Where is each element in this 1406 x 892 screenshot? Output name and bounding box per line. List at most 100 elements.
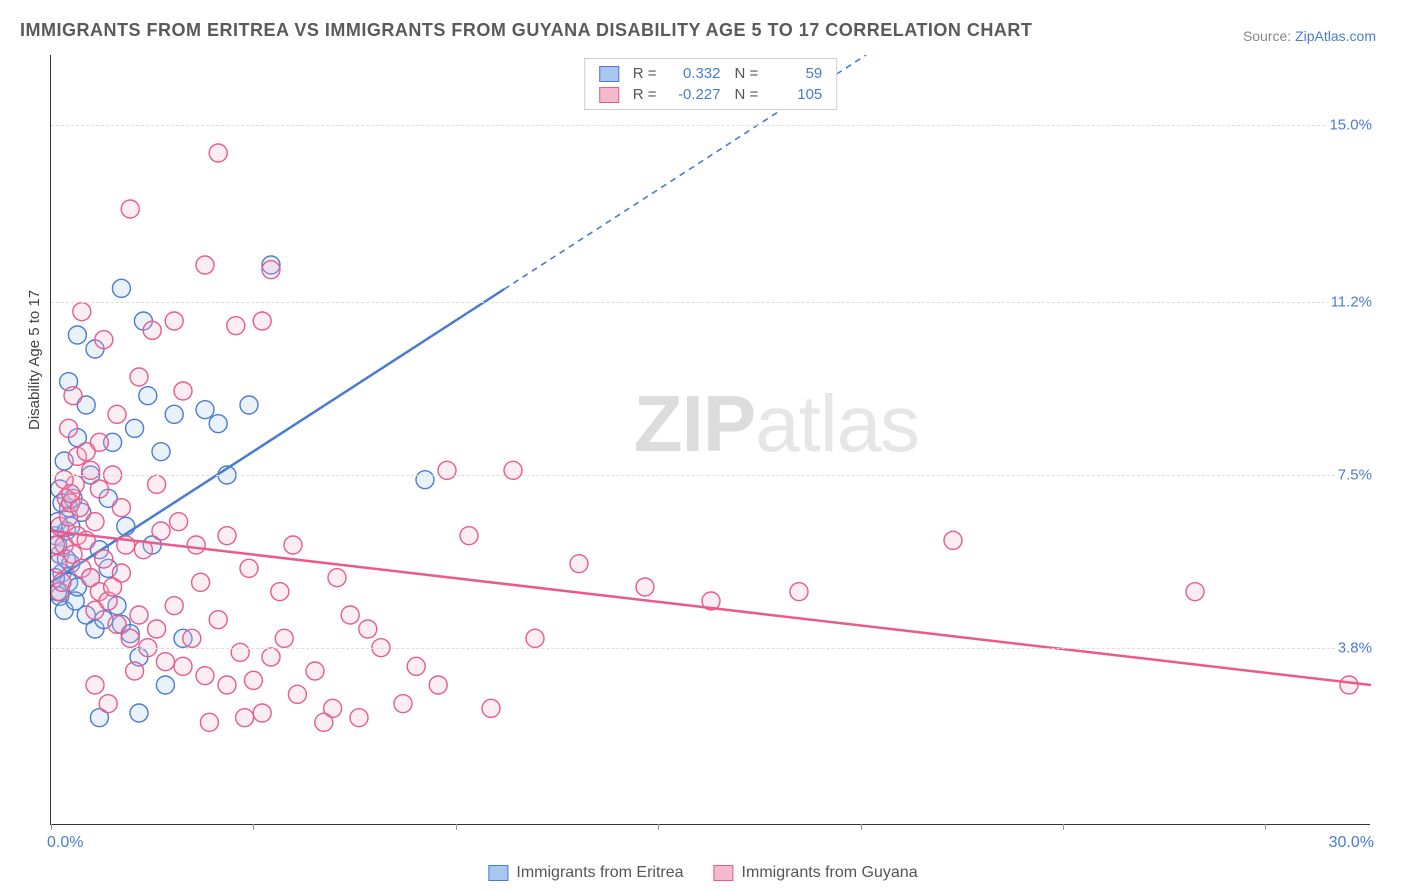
data-point: [104, 433, 122, 451]
data-point: [68, 326, 86, 344]
data-point: [71, 499, 89, 517]
data-point: [77, 606, 95, 624]
legend-stat-row: R =-0.227N =105: [585, 84, 837, 105]
data-point: [460, 527, 478, 545]
data-point: [60, 573, 78, 591]
data-point: [134, 541, 152, 559]
watermark-rest: atlas: [755, 379, 919, 468]
data-point: [165, 597, 183, 615]
data-point: [284, 536, 302, 554]
source-credit: Source: ZipAtlas.com: [1243, 28, 1376, 44]
data-point: [148, 475, 166, 493]
data-point: [77, 443, 95, 461]
data-point: [315, 713, 333, 731]
data-point: [192, 573, 210, 591]
x-tick: [658, 824, 659, 830]
data-point: [51, 513, 67, 531]
data-point: [90, 541, 108, 559]
data-point: [262, 648, 280, 666]
data-point: [55, 471, 73, 489]
data-point: [62, 494, 80, 512]
data-point: [53, 494, 71, 512]
r-label: R =: [633, 65, 657, 82]
data-point: [86, 340, 104, 358]
x-tick: [861, 824, 862, 830]
data-point: [66, 475, 84, 493]
data-point: [82, 569, 100, 587]
data-point: [95, 550, 113, 568]
data-point: [121, 625, 139, 643]
data-point: [51, 517, 69, 535]
legend-item: Immigrants from Guyana: [714, 864, 918, 882]
data-point: [227, 317, 245, 335]
data-point: [170, 513, 188, 531]
legend-stat-row: R =0.332N =59: [585, 63, 837, 84]
data-point: [90, 583, 108, 601]
data-point: [288, 685, 306, 703]
data-point: [306, 662, 324, 680]
n-value: 59: [768, 65, 822, 82]
data-point: [73, 303, 91, 321]
data-point: [108, 405, 126, 423]
data-point: [73, 503, 91, 521]
watermark: ZIPatlas: [634, 378, 919, 470]
data-point: [55, 452, 73, 470]
plot-area: ZIPatlas R =0.332N =59R =-0.227N =105 0.…: [50, 55, 1370, 825]
data-point: [130, 368, 148, 386]
x-tick: [456, 824, 457, 830]
data-point: [196, 667, 214, 685]
data-point: [86, 601, 104, 619]
data-point: [108, 615, 126, 633]
data-point: [130, 648, 148, 666]
data-point: [438, 461, 456, 479]
gridline: [51, 302, 1370, 303]
data-point: [51, 480, 69, 498]
data-point: [51, 536, 67, 554]
data-point: [275, 629, 293, 647]
data-point: [112, 615, 130, 633]
data-point: [82, 461, 100, 479]
data-point: [55, 536, 73, 554]
data-point: [112, 564, 130, 582]
y-tick-label: 3.8%: [1336, 639, 1374, 656]
legend-item: Immigrants from Eritrea: [488, 864, 683, 882]
data-point: [209, 611, 227, 629]
data-point: [55, 601, 73, 619]
legend-swatch: [488, 865, 508, 881]
data-point: [482, 699, 500, 717]
data-point: [53, 573, 71, 591]
data-point: [126, 662, 144, 680]
data-point: [240, 559, 258, 577]
trend-line: [51, 289, 504, 582]
data-point: [253, 312, 271, 330]
data-point: [130, 704, 148, 722]
data-point: [57, 550, 75, 568]
data-point: [231, 643, 249, 661]
data-point: [62, 485, 80, 503]
data-point: [1186, 583, 1204, 601]
source-link[interactable]: ZipAtlas.com: [1295, 28, 1376, 44]
data-point: [139, 387, 157, 405]
x-tick: [1063, 824, 1064, 830]
data-point: [99, 489, 117, 507]
data-point: [90, 433, 108, 451]
source-prefix: Source:: [1243, 28, 1295, 44]
data-point: [64, 387, 82, 405]
trend-line: [51, 531, 1371, 685]
data-point: [271, 583, 289, 601]
data-point: [117, 517, 135, 535]
x-axis-max: 30.0%: [1329, 834, 1374, 852]
data-point: [51, 545, 69, 563]
data-point: [66, 592, 84, 610]
data-point: [51, 527, 64, 545]
data-point: [112, 499, 130, 517]
data-point: [51, 587, 69, 605]
data-point: [187, 536, 205, 554]
data-point: [143, 321, 161, 339]
data-point: [64, 489, 82, 507]
data-point: [152, 443, 170, 461]
data-point: [262, 256, 280, 274]
data-point: [407, 657, 425, 675]
data-point: [95, 611, 113, 629]
data-point: [68, 447, 86, 465]
